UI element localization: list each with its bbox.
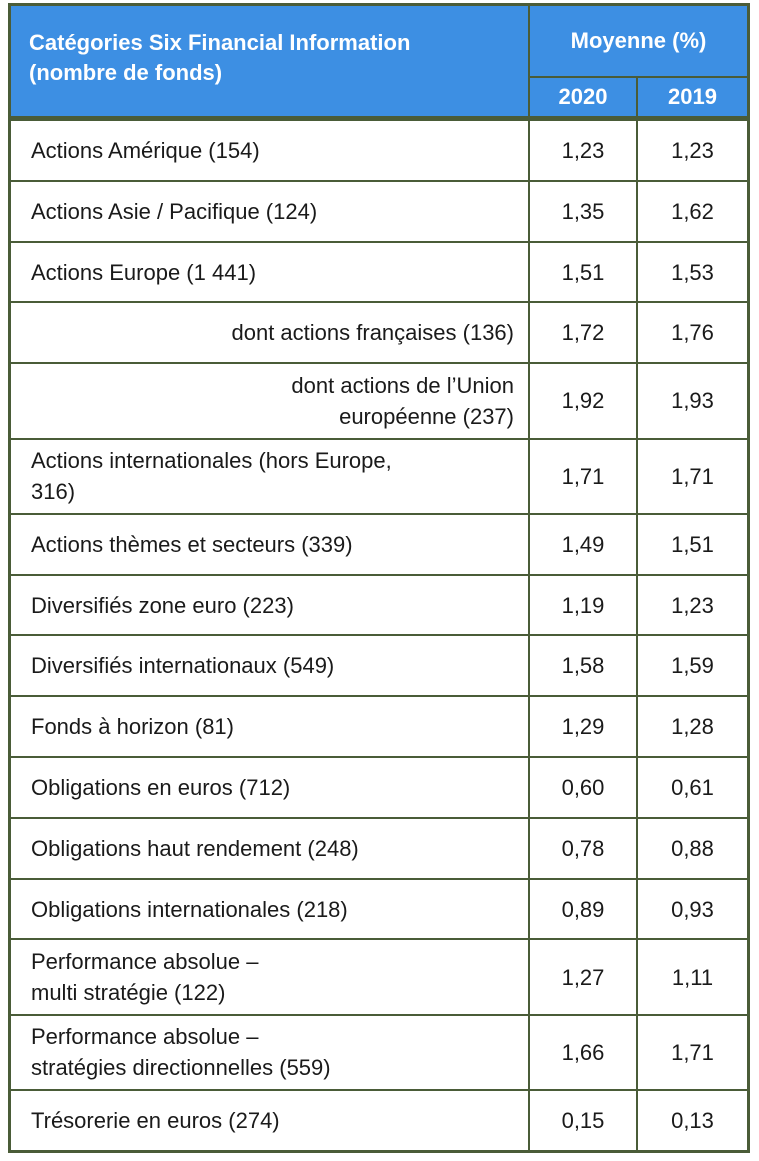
value-2019-cell: 0,88: [636, 816, 747, 880]
table-row: Performance absolue – stratégies directi…: [11, 1013, 747, 1091]
category-cell: Actions internationales (hors Europe, 31…: [11, 437, 530, 515]
value-2020-cell: 0,60: [528, 756, 638, 819]
table-row: Trésorerie en euros (274) 0,15 0,13: [11, 1088, 747, 1150]
value-2019-cell: 1,62: [636, 179, 747, 243]
subcategory-cell: dont actions de l’Union européenne (237): [11, 362, 530, 440]
category-cell: Actions Europe (1 441): [11, 240, 530, 304]
table-row: Actions internationales (hors Europe, 31…: [11, 437, 747, 515]
value-2020-cell: 0,15: [528, 1088, 638, 1150]
table-row: Actions Asie / Pacifique (124) 1,35 1,62: [11, 179, 747, 243]
value-2020-cell: 1,58: [528, 634, 638, 698]
table-row: dont actions de l’Union européenne (237)…: [11, 362, 747, 440]
category-cell: Actions Amérique (154): [11, 117, 530, 182]
category-cell: Actions Asie / Pacifique (124): [11, 179, 530, 243]
table-row: Performance absolue – multi stratégie (1…: [11, 938, 747, 1016]
value-2020-cell: 0,78: [528, 816, 638, 880]
fees-table: Catégories Six Financial Information (no…: [11, 6, 747, 1150]
category-cell: Performance absolue – stratégies directi…: [11, 1013, 530, 1091]
table-row: Obligations en euros (712) 0,60 0,61: [11, 756, 747, 819]
category-cell: Diversifiés internationaux (549): [11, 634, 530, 698]
table-row: Actions thèmes et secteurs (339) 1,49 1,…: [11, 512, 747, 576]
category-cell: Fonds à horizon (81): [11, 695, 530, 759]
table-row: Obligations haut rendement (248) 0,78 0,…: [11, 816, 747, 880]
average-column-header: Moyenne (%): [528, 6, 747, 78]
table-row: Obligations internationales (218) 0,89 0…: [11, 877, 747, 941]
table-row: dont actions françaises (136) 1,72 1,76: [11, 301, 747, 365]
value-2020-cell: 1,35: [528, 179, 638, 243]
category-line1: dont actions de l’Union: [291, 372, 514, 398]
category-line1: Performance absolue –: [31, 949, 259, 975]
value-2019-cell: 1,28: [636, 695, 747, 759]
category-cell: Obligations internationales (218): [11, 877, 530, 941]
value-2019-cell: 1,53: [636, 240, 747, 304]
category-line2: 316): [31, 479, 76, 505]
value-2019-cell: 0,61: [636, 756, 747, 819]
value-2019-cell: 1,59: [636, 634, 747, 698]
value-2019-cell: 1,11: [636, 938, 747, 1016]
value-2019-cell: 1,51: [636, 512, 747, 576]
value-2019-cell: 1,76: [636, 301, 747, 365]
category-line2: multi stratégie (122): [31, 980, 226, 1006]
value-2019-cell: 1,93: [636, 362, 747, 440]
value-2020-cell: 1,72: [528, 301, 638, 365]
category-cell: Actions thèmes et secteurs (339): [11, 512, 530, 576]
table-row: Actions Amérique (154) 1,23 1,23: [11, 117, 747, 182]
category-line2: européenne (237): [339, 403, 514, 429]
value-2020-cell: 1,92: [528, 362, 638, 440]
table-row: Diversifiés zone euro (223) 1,19 1,23: [11, 573, 747, 637]
category-line2: stratégies directionnelles (559): [31, 1055, 331, 1081]
category-line1: Performance absolue –: [31, 1024, 259, 1050]
value-2020-cell: 1,27: [528, 938, 638, 1016]
category-header-line2: (nombre de fonds): [29, 60, 223, 85]
value-2019-cell: 1,23: [636, 573, 747, 637]
value-2019-cell: 1,23: [636, 117, 747, 182]
category-header-line1: Catégories Six Financial Information: [29, 30, 411, 55]
category-cell: Diversifiés zone euro (223): [11, 573, 530, 637]
table-row: Actions Europe (1 441) 1,51 1,53: [11, 240, 747, 304]
category-cell: Obligations en euros (712): [11, 756, 530, 819]
value-2020-cell: 1,19: [528, 573, 638, 637]
subcategory-cell: dont actions françaises (136): [11, 301, 530, 365]
value-2020-cell: 0,89: [528, 877, 638, 941]
category-line1: Actions internationales (hors Europe,: [31, 448, 392, 474]
year-2019-header: 2019: [636, 76, 747, 121]
value-2020-cell: 1,23: [528, 117, 638, 182]
category-cell: Obligations haut rendement (248): [11, 816, 530, 880]
category-column-header: Catégories Six Financial Information (no…: [11, 6, 530, 121]
value-2019-cell: 0,93: [636, 877, 747, 941]
table-row: Fonds à horizon (81) 1,29 1,28: [11, 695, 747, 759]
table-row: Diversifiés internationaux (549) 1,58 1,…: [11, 634, 747, 698]
value-2020-cell: 1,29: [528, 695, 638, 759]
year-2020-header: 2020: [529, 76, 638, 121]
value-2020-cell: 1,51: [528, 240, 638, 304]
value-2019-cell: 1,71: [636, 437, 747, 515]
value-2020-cell: 1,49: [528, 512, 638, 576]
category-cell: Performance absolue – multi stratégie (1…: [11, 938, 530, 1016]
category-cell: Trésorerie en euros (274): [11, 1088, 530, 1150]
value-2020-cell: 1,66: [528, 1013, 638, 1091]
value-2020-cell: 1,71: [528, 437, 638, 515]
value-2019-cell: 0,13: [636, 1088, 747, 1150]
fees-table-frame: Catégories Six Financial Information (no…: [8, 3, 750, 1153]
value-2019-cell: 1,71: [636, 1013, 747, 1091]
